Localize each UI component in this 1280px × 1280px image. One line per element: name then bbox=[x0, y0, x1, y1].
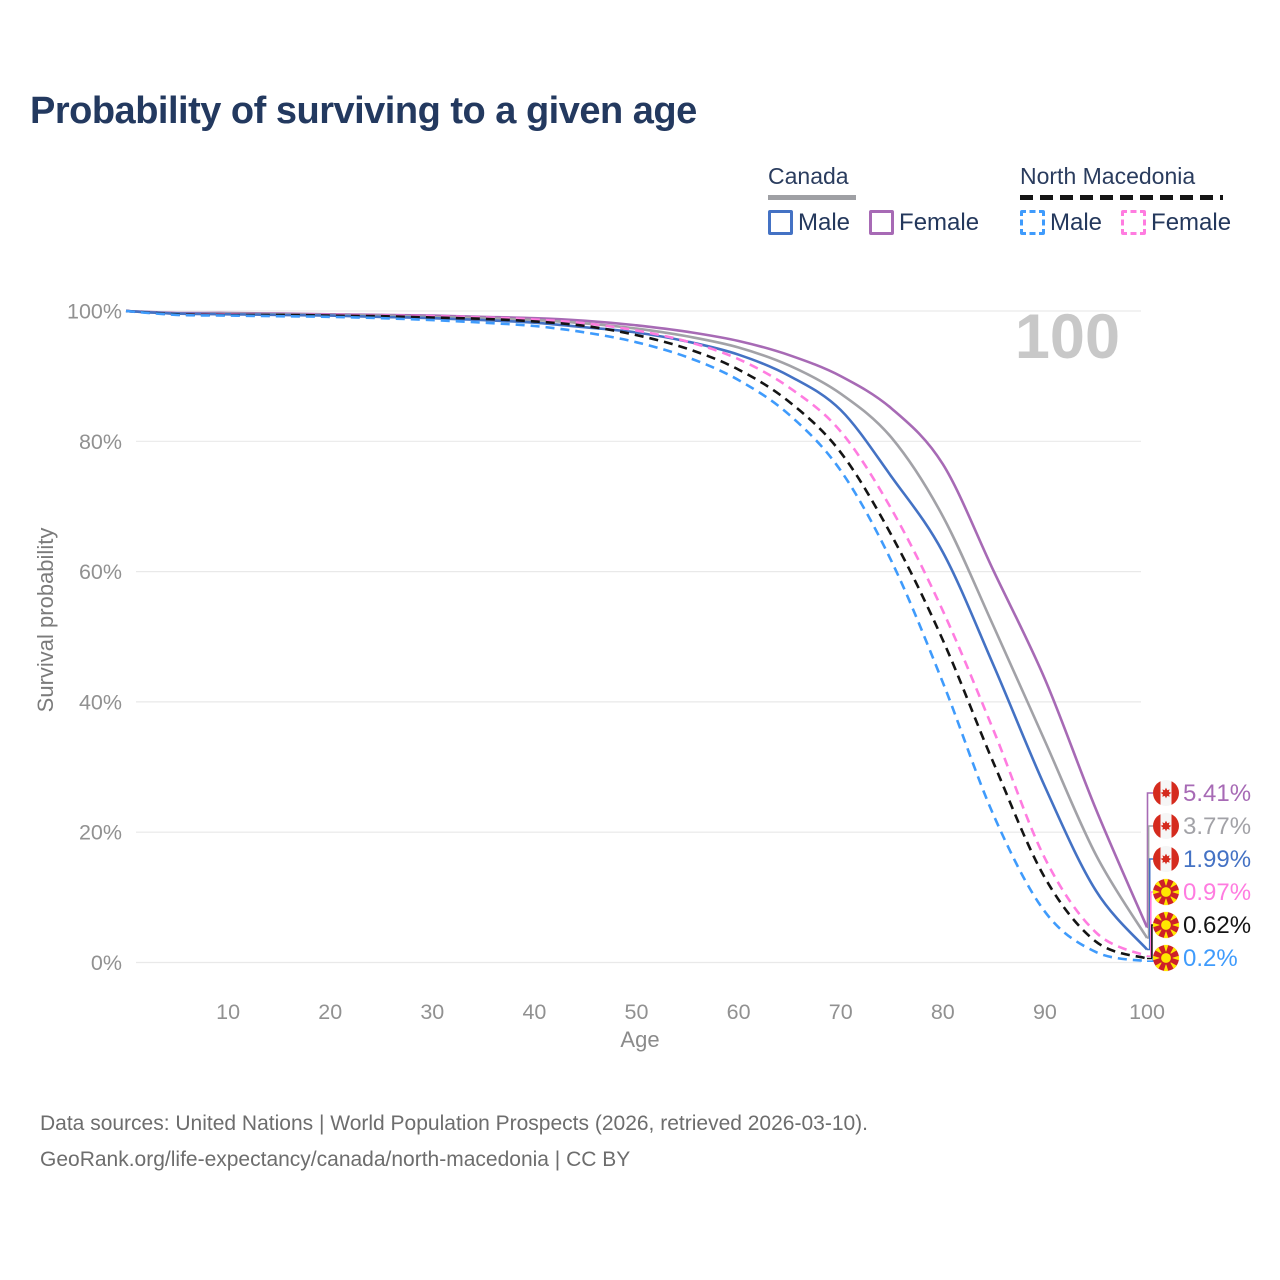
legend-country-north-macedonia[interactable]: North Macedonia bbox=[1020, 163, 1196, 189]
x-tick-label: 80 bbox=[931, 1000, 955, 1024]
x-tick-label: 10 bbox=[216, 1000, 240, 1024]
canada-female-swatch bbox=[869, 210, 895, 235]
y-tick-label: 60% bbox=[79, 560, 122, 584]
legend-label: Male bbox=[1050, 208, 1103, 236]
legend-country-canada[interactable]: Canada bbox=[768, 163, 849, 189]
x-tick-label: 30 bbox=[420, 1000, 444, 1024]
x-tick-label: 20 bbox=[318, 1000, 342, 1024]
series-line-nm-all[interactable] bbox=[125, 309, 1148, 960]
north-macedonia-female-swatch bbox=[1121, 210, 1147, 235]
legend-item-canada-male[interactable]: Male bbox=[768, 209, 850, 237]
series-line-ca-f[interactable] bbox=[125, 309, 1149, 928]
y-axis-label: Survival probability bbox=[33, 527, 58, 713]
series-line-nm-f[interactable] bbox=[125, 309, 1148, 958]
legend-group-north-macedonia: North Macedonia Male Female bbox=[1020, 163, 1231, 237]
end-label-connector-nm-all bbox=[1147, 924, 1153, 960]
end-label-connector-ca-f bbox=[1146, 792, 1153, 929]
series-line-ca-m[interactable] bbox=[125, 309, 1148, 951]
end-label-connector-ca-m bbox=[1147, 858, 1153, 951]
end-value-label-nm-f: 0.97% bbox=[1183, 879, 1251, 906]
data-sources-line: Data sources: United Nations | World Pop… bbox=[40, 1112, 869, 1135]
y-tick-label: 100% bbox=[67, 300, 122, 324]
canada-flag-icon bbox=[1153, 846, 1179, 872]
end-value-label-ca-f: 5.41% bbox=[1183, 780, 1251, 807]
end-value-label-ca-m: 1.99% bbox=[1183, 846, 1251, 873]
x-axis-label: Age bbox=[620, 1027, 660, 1052]
x-tick-label: 90 bbox=[1033, 1000, 1057, 1024]
north-macedonia-flag-icon bbox=[1152, 911, 1180, 939]
x-tick-label: 70 bbox=[829, 1000, 853, 1024]
canada-solid-underline bbox=[768, 195, 856, 200]
end-label-connector-nm-f bbox=[1147, 891, 1153, 957]
page-title: Probability of surviving to a given age bbox=[30, 90, 697, 132]
y-tick-label: 40% bbox=[79, 690, 122, 714]
attribution-line: GeoRank.org/life-expectancy/canada/north… bbox=[40, 1148, 631, 1171]
end-value-label-ca-all: 3.77% bbox=[1183, 813, 1251, 840]
north-macedonia-male-swatch bbox=[1020, 210, 1045, 235]
age-watermark: 100 bbox=[1014, 302, 1120, 372]
canada-flag-icon bbox=[1153, 813, 1179, 839]
end-label-connector-ca-all bbox=[1147, 825, 1153, 939]
legend-label: Male bbox=[798, 208, 851, 236]
legend-item-north-macedonia-female[interactable]: Female bbox=[1121, 209, 1231, 237]
y-tick-label: 20% bbox=[79, 821, 122, 845]
north-macedonia-flag-icon bbox=[1152, 878, 1180, 906]
x-tick-label: 50 bbox=[625, 1000, 649, 1024]
canada-male-swatch bbox=[768, 210, 793, 235]
canada-flag-icon bbox=[1153, 780, 1179, 806]
legend-item-north-macedonia-male[interactable]: Male bbox=[1020, 209, 1102, 237]
footer: Data sources: United Nations | World Pop… bbox=[40, 1106, 868, 1178]
north-macedonia-flag-icon bbox=[1152, 944, 1180, 972]
x-tick-label: 40 bbox=[522, 1000, 546, 1024]
legend-label: Female bbox=[899, 208, 980, 236]
end-value-label-nm-all: 0.62% bbox=[1183, 912, 1251, 939]
end-value-label-nm-m: 0.2% bbox=[1183, 945, 1238, 972]
x-tick-label: 60 bbox=[727, 1000, 751, 1024]
y-tick-label: 0% bbox=[91, 951, 122, 975]
series-line-ca-all[interactable] bbox=[125, 309, 1149, 939]
y-tick-label: 80% bbox=[79, 430, 122, 454]
legend-item-canada-female[interactable]: Female bbox=[869, 209, 979, 237]
legend-label: Female bbox=[1151, 208, 1232, 236]
series-line-nm-m[interactable] bbox=[125, 309, 1148, 963]
north-macedonia-dashed-underline bbox=[1020, 195, 1223, 200]
legend-group-canada: Canada Male Female bbox=[768, 163, 979, 237]
x-tick-label: 100 bbox=[1129, 1000, 1165, 1024]
